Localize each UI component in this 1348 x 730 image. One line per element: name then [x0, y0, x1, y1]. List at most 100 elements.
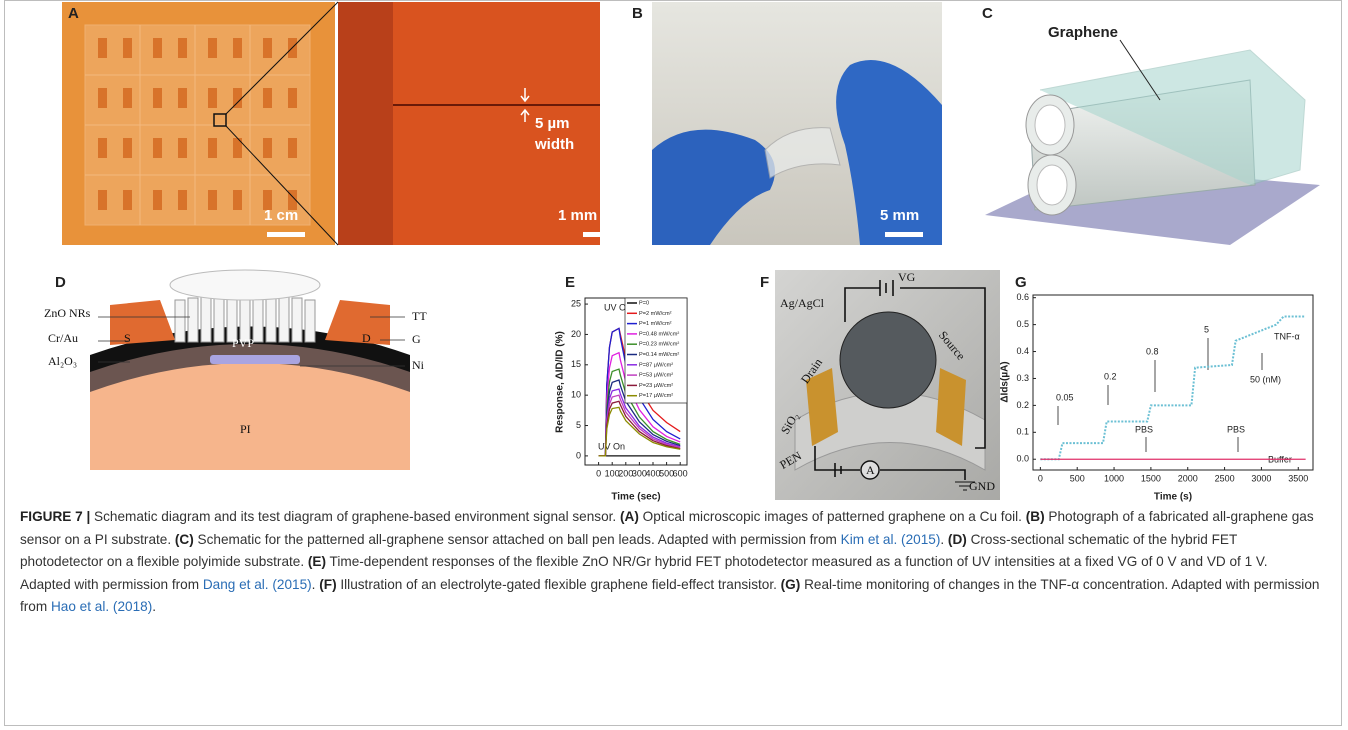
y-tick-label: 10 — [571, 390, 581, 400]
caption-text: . — [152, 599, 156, 614]
caption-text: (B) — [1026, 509, 1045, 524]
material-label: Graphene — [1048, 24, 1118, 41]
y-axis-label: ΔIds(µA) — [1000, 361, 1011, 402]
x-tick-label: 0 — [596, 468, 601, 478]
legend-label: P=23 µW/cm² — [639, 383, 673, 389]
x-tick-label: 3000 — [1251, 473, 1271, 483]
panel-label: D — [55, 274, 66, 291]
series-line — [1040, 317, 1305, 460]
y-axis-label: Response, ΔID/ID (%) — [555, 331, 566, 433]
y-tick-label: 0 — [576, 450, 581, 460]
caption-text: (D) — [948, 532, 967, 547]
citation-link[interactable]: Kim et al. (2015) — [841, 532, 941, 547]
layer-label: Cr/Au — [48, 331, 78, 345]
panel-a: A 1 cm 1 mm 5 µm width — [62, 2, 600, 245]
x-tick-label: 1000 — [1104, 473, 1124, 483]
circuit-label: GND — [969, 479, 995, 493]
scale-label: 1 mm — [558, 207, 597, 224]
dark-strip — [338, 2, 393, 245]
panel-d: D ZnO NRs Cr/Au Al₂O₃ S D PVP TT G Ni PI — [44, 270, 427, 470]
width-note: 5 µm — [535, 115, 570, 132]
annotation: 0.2 — [1104, 371, 1117, 381]
circuit-label: VG — [898, 270, 916, 284]
legend-label: P=0.48 mW/cm² — [639, 331, 679, 337]
x-axis-label: Time (s) — [1154, 492, 1192, 503]
panel-b: B 5 mm — [632, 2, 942, 245]
legend-label: P=53 µW/cm² — [639, 373, 673, 379]
x-tick-label: 0 — [1038, 473, 1043, 483]
ni-gate — [210, 355, 300, 364]
scale-bar — [267, 232, 305, 237]
caption-text: FIGURE 7 | — [20, 509, 90, 524]
x-tick-label: 2500 — [1215, 473, 1235, 483]
panel-f: F VG Ag/AgCl Drain Source SiO₂ PEN A GND — [760, 270, 1000, 500]
annotation: PBS — [1135, 424, 1153, 434]
citation-link[interactable]: Hao et al. (2018) — [51, 599, 152, 614]
legend-label: P=87 µW/cm² — [639, 362, 673, 368]
caption-text: Schematic for the patterned all-graphene… — [194, 532, 841, 547]
caption-text: (C) — [175, 532, 194, 547]
layer-label: ZnO NRs — [44, 306, 91, 320]
annotation: 0.05 — [1056, 392, 1074, 402]
legend-label: P=0.14 mW/cm² — [639, 352, 679, 358]
panel-label: G — [1015, 274, 1027, 291]
layer-label: Al₂O₃ — [48, 354, 77, 368]
x-axis-label: Time (sec) — [611, 492, 660, 503]
caption-text: Schematic diagram and its test diagram o… — [90, 509, 620, 524]
x-tick-label: 600 — [673, 468, 688, 478]
x-tick-label: 1500 — [1141, 473, 1161, 483]
y-tick-label: 0.1 — [1016, 427, 1029, 437]
annotation: 50 (nM) — [1250, 374, 1281, 384]
electrolyte — [840, 312, 936, 408]
layer-label: D — [362, 331, 371, 345]
caption-text: Optical microscopic images of patterned … — [639, 509, 1026, 524]
pen-hole — [1037, 165, 1067, 205]
panel-c: C Graphene — [982, 5, 1320, 245]
y-tick-label: 0.4 — [1016, 346, 1029, 356]
layer-label: G — [412, 332, 421, 346]
panel-label: B — [632, 5, 643, 22]
layer-label: PVP — [232, 336, 254, 350]
y-tick-label: 25 — [571, 298, 581, 308]
y-tick-label: 0.6 — [1016, 292, 1029, 302]
panel-label: F — [760, 274, 769, 291]
layer-label: TT — [412, 309, 427, 323]
annotation: UV On — [598, 441, 625, 451]
panel-label: E — [565, 274, 575, 291]
source — [110, 300, 175, 345]
scale-label: 1 cm — [264, 207, 298, 224]
y-tick-label: 0.5 — [1016, 319, 1029, 329]
legend-label: P=0 — [639, 300, 649, 306]
figure-caption: FIGURE 7 | Schematic diagram and its tes… — [20, 506, 1320, 619]
pen-hole — [1035, 105, 1065, 145]
width-note: width — [534, 136, 574, 153]
legend-label: P=0.23 mW/cm² — [639, 342, 679, 348]
x-tick-label: 500 — [1070, 473, 1085, 483]
scale-label: 5 mm — [880, 207, 919, 224]
scale-bar — [583, 232, 600, 237]
circuit-label: Ag/AgCl — [780, 296, 825, 310]
series-label: TNF-α — [1274, 331, 1300, 341]
annotation: PBS — [1227, 424, 1245, 434]
circuit-label: A — [866, 463, 875, 477]
layer-label: PI — [240, 422, 251, 436]
x-tick-label: 3500 — [1288, 473, 1308, 483]
figure: A 1 cm 1 mm 5 µm width B 5 mm C Graphene… — [0, 0, 1348, 505]
annotation: 5 — [1204, 324, 1209, 334]
y-tick-label: 0.3 — [1016, 373, 1029, 383]
caption-text: (F) — [319, 577, 336, 592]
y-tick-label: 0.2 — [1016, 400, 1029, 410]
caption-text: (E) — [308, 554, 326, 569]
scale-bar — [885, 232, 923, 237]
panel-label: C — [982, 5, 993, 22]
panel-label: A — [68, 5, 79, 22]
caption-text: (G) — [781, 577, 801, 592]
caption-text: Illustration of an electrolyte-gated fle… — [337, 577, 781, 592]
legend-label: P=2 mW/cm² — [639, 311, 672, 317]
y-tick-label: 0.0 — [1016, 454, 1029, 464]
nanorod-tips — [170, 270, 320, 300]
annotation-arrows — [1058, 338, 1262, 452]
legend-label: P=1 mW/cm² — [639, 321, 672, 327]
layer-label: S — [124, 331, 131, 345]
citation-link[interactable]: Dang et al. (2015) — [203, 577, 312, 592]
